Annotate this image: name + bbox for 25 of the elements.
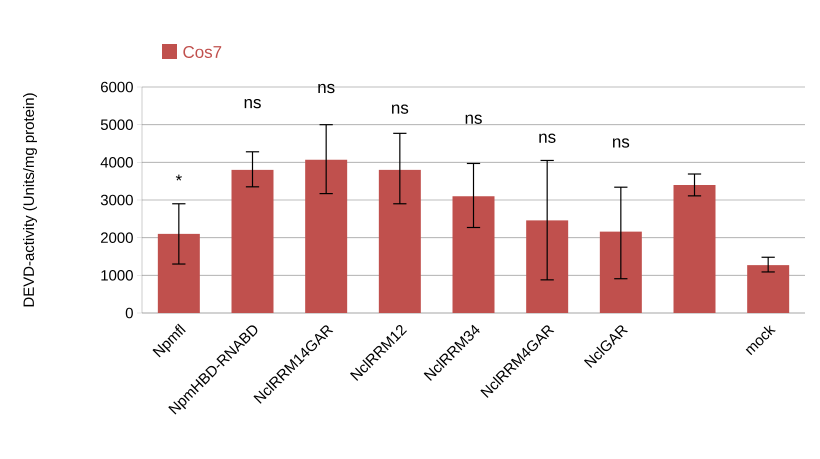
bar — [305, 160, 348, 313]
annotation: ns — [613, 138, 630, 148]
legend-label: Cos7 — [183, 46, 222, 58]
bar — [452, 196, 495, 313]
y-tick-label: 6000 — [101, 82, 133, 92]
annotation: * — [176, 174, 182, 181]
y-tick-label: 0 — [126, 308, 133, 318]
y-axis-title: DEVD-activity (Units/mg protein) — [23, 93, 37, 306]
annotation: ns — [392, 104, 408, 114]
bar — [600, 232, 642, 313]
bar — [232, 170, 274, 313]
y-tick-label: 4000 — [100, 157, 133, 168]
annotation: ns — [244, 98, 261, 108]
bar — [526, 220, 568, 313]
bar — [378, 170, 421, 313]
bar — [158, 234, 200, 313]
y-tick-label: 5000 — [100, 119, 133, 130]
y-tick-label: 2000 — [101, 232, 133, 243]
y-tick-label: 1000 — [101, 270, 133, 281]
bar — [747, 265, 790, 313]
y-tick-label: 3000 — [100, 194, 133, 206]
bar — [674, 184, 716, 313]
annotation: ns — [466, 114, 482, 124]
annotation: ns — [318, 84, 334, 94]
annotation: ns — [539, 134, 556, 143]
